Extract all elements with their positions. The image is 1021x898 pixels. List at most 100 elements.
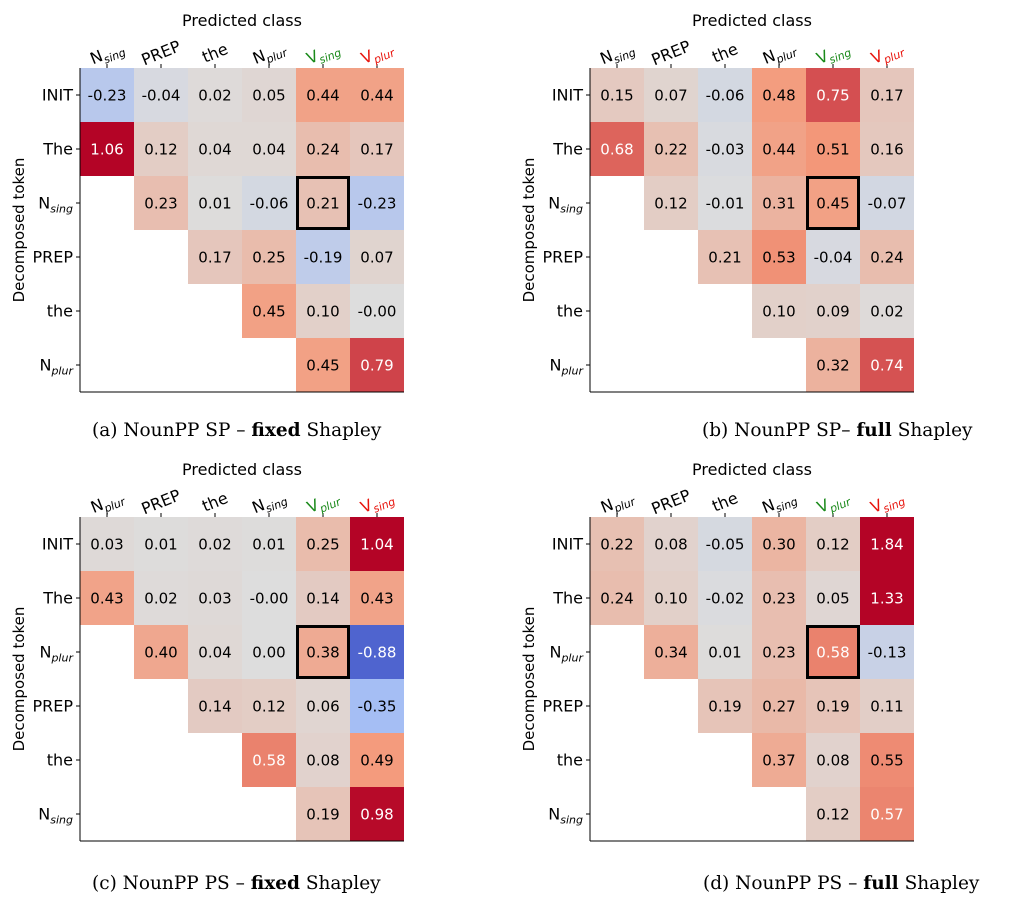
highlight-box	[296, 176, 350, 230]
x-tick-label: Vsing	[358, 487, 397, 520]
y-tick-label: the	[557, 302, 583, 321]
cell-value-label: 0.07	[654, 87, 687, 105]
y-tick-label: Nplur	[39, 356, 74, 378]
cell-value-label: -0.01	[706, 195, 745, 213]
heatmap-cell	[80, 122, 134, 176]
heatmap-cell	[242, 571, 296, 625]
cell-value-label: 0.17	[870, 87, 903, 105]
heatmap-cell	[590, 571, 644, 625]
heatmap-cell	[134, 176, 188, 230]
heatmap-cell	[350, 284, 404, 338]
x-tick-label: the	[199, 488, 230, 515]
cell-value-label: 0.01	[252, 536, 285, 554]
cell-value-label: 1.06	[90, 141, 123, 159]
cell-value-label: 0.11	[870, 698, 903, 716]
x-tick-label: Vsing	[304, 38, 343, 71]
heatmap-cell	[188, 230, 242, 284]
cell-value-label: 0.04	[198, 644, 231, 662]
heatmap-cell	[698, 517, 752, 571]
heatmap-cell	[242, 68, 296, 122]
cell-value-label: 0.58	[252, 752, 285, 770]
y-tick-label: INIT	[42, 86, 73, 105]
cell-value-label: -0.00	[358, 303, 397, 321]
heatmap-cell	[350, 787, 404, 841]
caption-b: (b) NounPP SP– full Shapley	[702, 420, 973, 441]
highlight-box	[806, 176, 860, 230]
heatmap-cell	[350, 571, 404, 625]
highlight-box	[296, 625, 350, 679]
heatmap-cell	[860, 176, 914, 230]
heatmap-cell	[752, 571, 806, 625]
heatmap-cell	[644, 517, 698, 571]
cell-value-label: -0.23	[358, 195, 397, 213]
heatmap-cell	[806, 338, 860, 392]
x-tick-label: Nsing	[249, 487, 289, 520]
heatmap-cell	[134, 625, 188, 679]
heatmap-cell	[350, 517, 404, 571]
x-tick-label: Nsing	[597, 38, 637, 71]
heatmap-cell	[698, 679, 752, 733]
heatmap-cell	[752, 625, 806, 679]
x-tick-label: Vplur	[304, 486, 344, 519]
cell-value-label: 0.24	[600, 590, 633, 608]
cell-value-label: 0.45	[252, 303, 285, 321]
heatmap-cell	[860, 284, 914, 338]
heatmap-cell	[242, 733, 296, 787]
cell-value-label: 0.23	[762, 644, 795, 662]
cell-value-label: -0.06	[250, 195, 289, 213]
heatmap-a: Predicted class Decomposed token -0.23 -0.0…	[10, 11, 404, 393]
heatmap-cell	[296, 679, 350, 733]
y-tick-label: Nsing	[38, 194, 73, 216]
cell-value-label: -0.00	[250, 590, 289, 608]
heatmap-cell	[860, 787, 914, 841]
cell-value-label: 0.44	[306, 87, 339, 105]
heatmap-cell	[80, 517, 134, 571]
cell-value-label: 0.43	[360, 590, 393, 608]
cell-value-label: 1.33	[870, 590, 903, 608]
cell-value-label: 0.25	[252, 249, 285, 267]
cell-value-label: 0.98	[360, 806, 393, 824]
cell-value-label: -0.02	[706, 590, 745, 608]
cell-value-label: 0.07	[360, 249, 393, 267]
axis-label-decomposed-token: Decomposed token	[520, 607, 538, 752]
heatmap-cell	[134, 517, 188, 571]
heatmap-cell	[644, 122, 698, 176]
x-tick-label: Vsing	[868, 487, 907, 520]
cell-value-label: 0.55	[870, 752, 903, 770]
y-tick-label: PREP	[32, 248, 73, 267]
cell-value-label: 0.22	[600, 536, 633, 554]
cell-value-label: -0.06	[706, 87, 745, 105]
heatmap-d: Predicted class Decomposed token 0.22 0.08 -…	[520, 460, 914, 842]
cell-value-label: -0.05	[706, 536, 745, 554]
heatmap-cell	[242, 517, 296, 571]
cell-value-label: 0.23	[144, 195, 177, 213]
heatmap-cell	[806, 284, 860, 338]
cell-value-label: -0.23	[88, 87, 127, 105]
heatmap-cell	[806, 679, 860, 733]
x-tick-label: Vplur	[868, 37, 908, 70]
cell-value-label: 0.44	[762, 141, 795, 159]
cell-value-label: 0.01	[708, 644, 741, 662]
heatmap-cell	[698, 625, 752, 679]
x-tick-label: Vplur	[358, 37, 398, 70]
heatmap-cell	[752, 679, 806, 733]
heatmap-cell	[806, 787, 860, 841]
heatmap-cell	[242, 679, 296, 733]
x-tick-label: the	[709, 39, 740, 66]
cell-value-label: -0.35	[358, 698, 397, 716]
y-tick-label: the	[47, 302, 73, 321]
cell-value-label: 0.01	[198, 195, 231, 213]
y-tick-label: INIT	[42, 535, 73, 554]
cell-value-label: 0.12	[144, 141, 177, 159]
cell-value-label: 0.38	[306, 644, 339, 662]
cell-value-label: 0.45	[306, 357, 339, 375]
heatmap-cell	[296, 122, 350, 176]
cell-value-label: 0.12	[816, 536, 849, 554]
cell-value-label: 0.04	[252, 141, 285, 159]
cell-value-label: -0.13	[868, 644, 907, 662]
cell-value-label: 0.40	[144, 644, 177, 662]
cell-value-label: 0.51	[816, 141, 849, 159]
heatmap-cell	[752, 230, 806, 284]
caption-c: (c) NounPP PS – fixed Shapley	[92, 873, 381, 894]
heatmap-cell	[860, 679, 914, 733]
